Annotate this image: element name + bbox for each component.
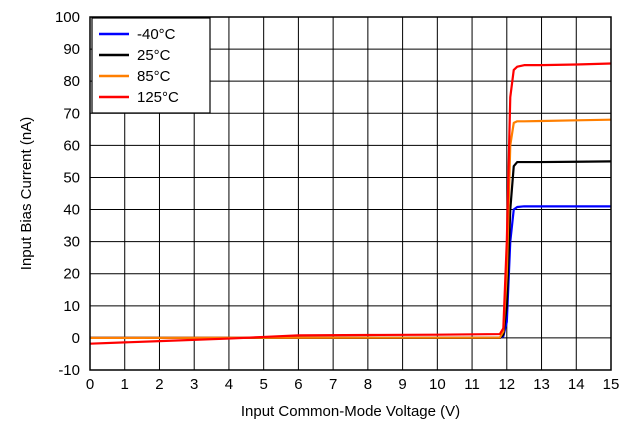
legend-label: 85°C (137, 68, 171, 85)
x-tick-label: 0 (86, 376, 94, 393)
y-tick-label: 10 (63, 298, 80, 315)
x-tick-label: 11 (464, 376, 480, 393)
series-line-3 (89, 62, 612, 345)
x-tick-label: 14 (568, 376, 585, 393)
legend-label: 25°C (137, 47, 171, 64)
x-tick-label: 3 (190, 376, 198, 393)
x-tick-label: 15 (603, 376, 620, 393)
y-tick-label: 70 (63, 105, 80, 122)
x-tick-label: 10 (429, 376, 446, 393)
legend-label: -40°C (137, 26, 176, 43)
x-tick-label: 1 (121, 376, 129, 393)
x-tick-label: 8 (364, 376, 372, 393)
plot-frame (89, 16, 612, 371)
x-tick-label: 5 (259, 376, 267, 393)
series-lines (89, 62, 612, 345)
x-tick-label: 4 (225, 376, 233, 393)
tick-labels: 0 1 2 3 4 5 6 7 8 9 10 11 12 13 14 15-10010203040506070… (55, 9, 619, 393)
legend: -40°C 25°C 85°C 125°C (91, 17, 211, 114)
y-tick-label: 30 (63, 234, 80, 251)
y-tick-label: 100 (55, 9, 80, 26)
x-axis-label: Input Common-Mode Voltage (V) (241, 403, 460, 420)
y-tick-label: 60 (63, 137, 80, 154)
x-tick-label: 13 (533, 376, 550, 393)
y-tick-label: 90 (63, 41, 80, 58)
x-tick-label: 9 (398, 376, 406, 393)
y-tick-label: 40 (63, 202, 80, 219)
y-tick-label: 20 (63, 266, 80, 283)
x-tick-label: 7 (329, 376, 337, 393)
series-line-2 (89, 118, 612, 340)
y-tick-label: 80 (63, 73, 80, 90)
y-tick-label: -10 (58, 362, 80, 379)
y-tick-label: 50 (63, 169, 80, 186)
x-tick-label: 2 (155, 376, 163, 393)
x-tick-label: 12 (498, 376, 515, 393)
x-tick-label: 6 (294, 376, 302, 393)
series-line-1 (90, 160, 612, 340)
y-tick-label: 0 (72, 330, 80, 347)
series-line-0 (90, 205, 611, 340)
legend-label: 125°C (137, 89, 179, 106)
y-axis-label: Input Bias Current (nA) (18, 117, 35, 270)
